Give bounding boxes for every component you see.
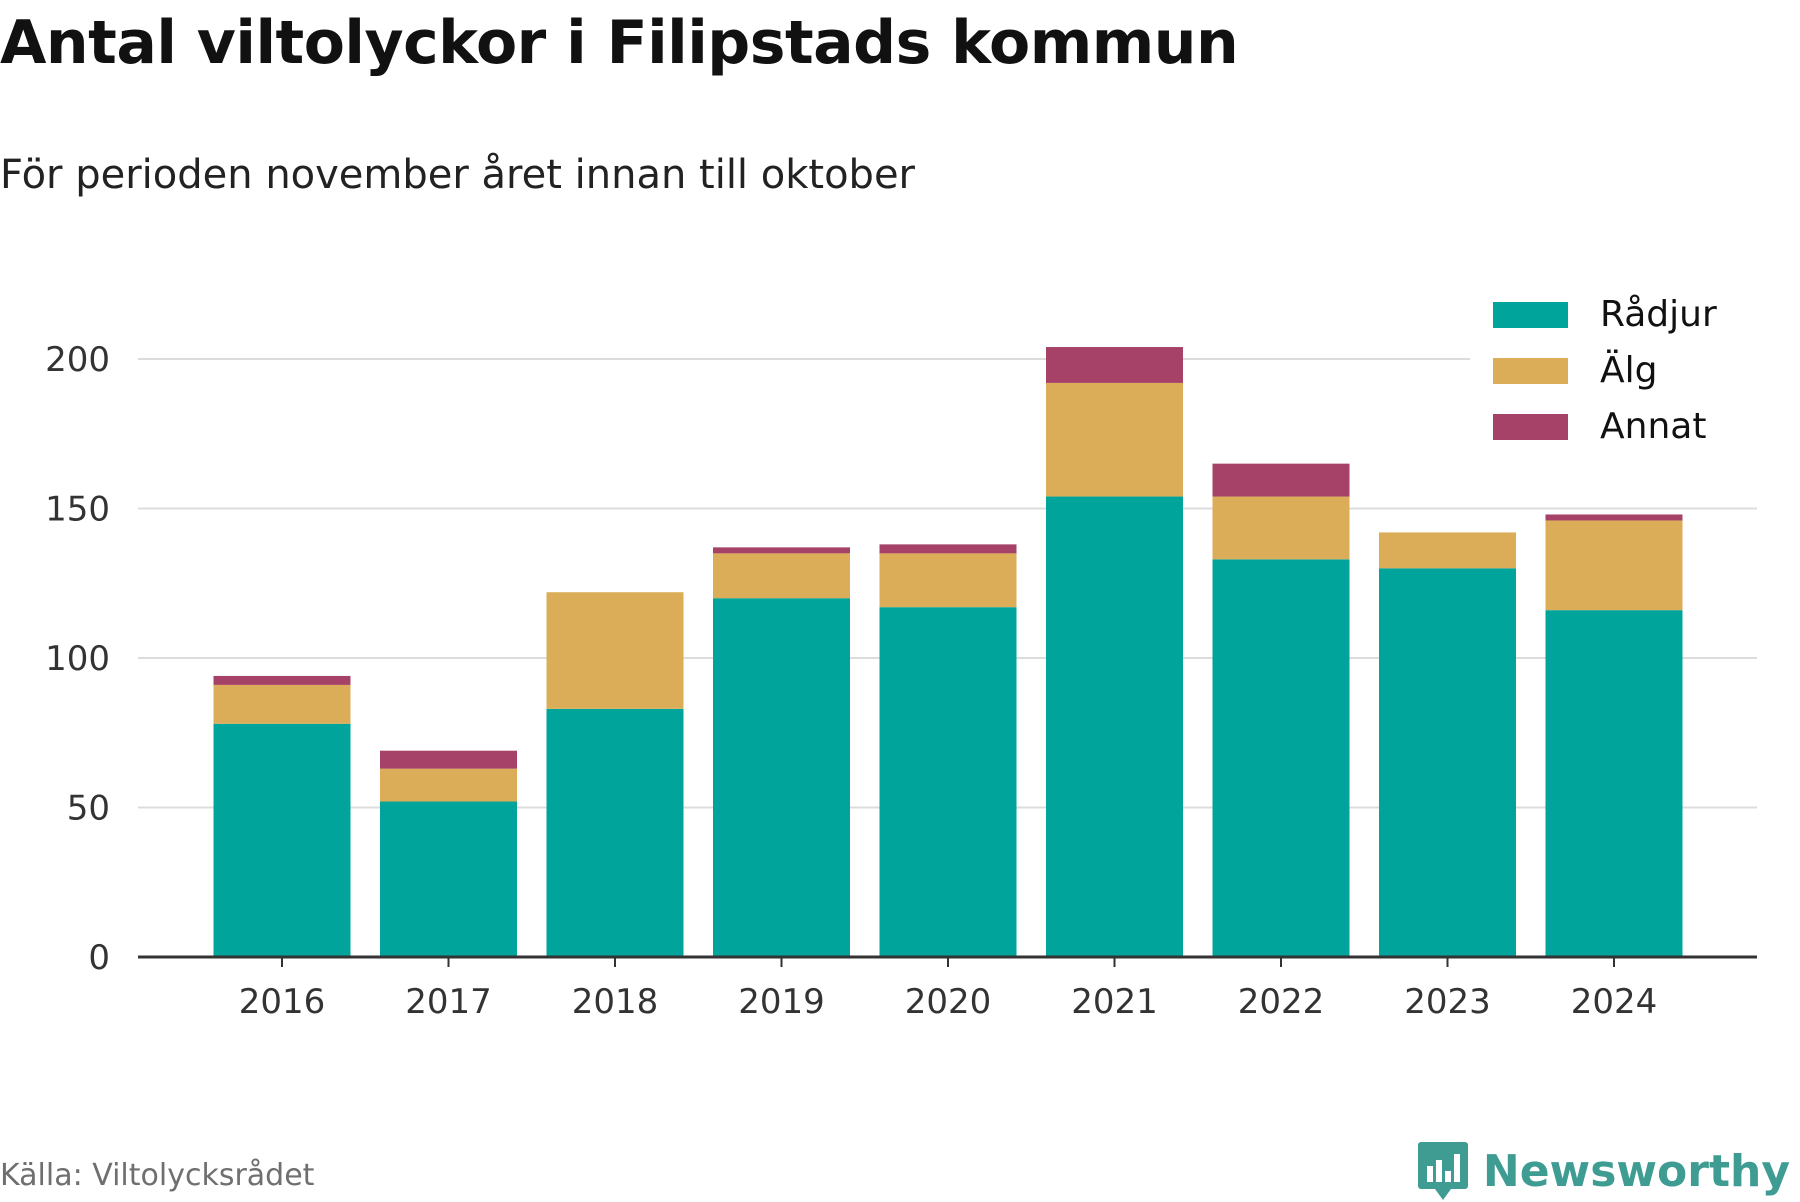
- bar-segment-älg: [546, 592, 684, 709]
- legend-swatch: [1493, 414, 1568, 440]
- bar-segment-annat: [879, 544, 1017, 554]
- x-tick-label: 2018: [572, 982, 659, 1022]
- brand-name: Newsworthy: [1482, 1145, 1790, 1197]
- x-tick-label: 2022: [1238, 982, 1325, 1022]
- y-tick-label: 150: [45, 490, 110, 530]
- bar-segment-rådjur: [1212, 559, 1350, 957]
- bar-segment-älg: [713, 553, 850, 599]
- bar-segment-rådjur: [213, 723, 351, 957]
- bar-segment-rådjur: [713, 598, 850, 957]
- bar-segment-annat: [1046, 347, 1183, 383]
- bar-segment-älg: [1545, 520, 1683, 611]
- bar-segment-älg: [879, 553, 1017, 608]
- source-note: Källa: Viltolycksrådet: [0, 1158, 315, 1193]
- x-tick-label: 2019: [738, 982, 825, 1022]
- legend-label: Annat: [1600, 406, 1706, 447]
- x-tick-label: 2017: [405, 982, 492, 1022]
- bar-segment-annat: [1212, 463, 1350, 497]
- y-tick-label: 100: [45, 639, 110, 679]
- x-tick-label: 2020: [905, 982, 992, 1022]
- bar-segment-annat: [713, 547, 850, 554]
- bar-segment-rådjur: [1545, 610, 1683, 957]
- bar-segment-annat: [213, 675, 351, 685]
- y-tick-label: 50: [67, 789, 110, 829]
- legend-label: Rådjur: [1600, 294, 1717, 335]
- chart-subtitle: För perioden november året innan till ok…: [0, 152, 915, 198]
- bar-segment-älg: [213, 684, 351, 724]
- bar-segment-rådjur: [1379, 568, 1516, 957]
- bar-chart-logo-icon: [1417, 1142, 1468, 1200]
- y-tick-label: 0: [88, 938, 110, 978]
- bar-segment-älg: [1379, 532, 1516, 569]
- legend: Rådjur Älg Annat: [1470, 285, 1760, 465]
- bar-segment-rådjur: [879, 607, 1017, 957]
- x-axis-ticks: 2016 2017 2018 2019 2020 2021 2022 2023 2024: [239, 957, 1658, 1022]
- x-tick-label: 2016: [239, 982, 326, 1022]
- bars: [213, 347, 1683, 957]
- bar-segment-rådjur: [546, 708, 684, 957]
- bar-segment-rådjur: [380, 801, 517, 957]
- y-axis-ticks: 0 50 100 150 200: [45, 340, 110, 978]
- bar-segment-älg: [1046, 382, 1183, 497]
- chart-title: Antal viltolyckor i Filipstads kommun: [0, 8, 1239, 78]
- bar-segment-älg: [1212, 496, 1350, 560]
- bar-segment-annat: [380, 750, 517, 769]
- y-tick-label: 200: [45, 340, 110, 380]
- x-tick-label: 2021: [1071, 982, 1158, 1022]
- x-tick-label: 2023: [1404, 982, 1491, 1022]
- bar-segment-rådjur: [1046, 496, 1183, 957]
- legend-swatch: [1493, 302, 1568, 328]
- legend-label: Älg: [1600, 349, 1657, 391]
- x-tick-label: 2024: [1571, 982, 1658, 1022]
- bar-segment-annat: [1545, 514, 1683, 521]
- bar-segment-älg: [380, 768, 517, 802]
- legend-swatch: [1493, 358, 1568, 384]
- brand-logo[interactable]: Newsworthy: [1417, 1140, 1790, 1202]
